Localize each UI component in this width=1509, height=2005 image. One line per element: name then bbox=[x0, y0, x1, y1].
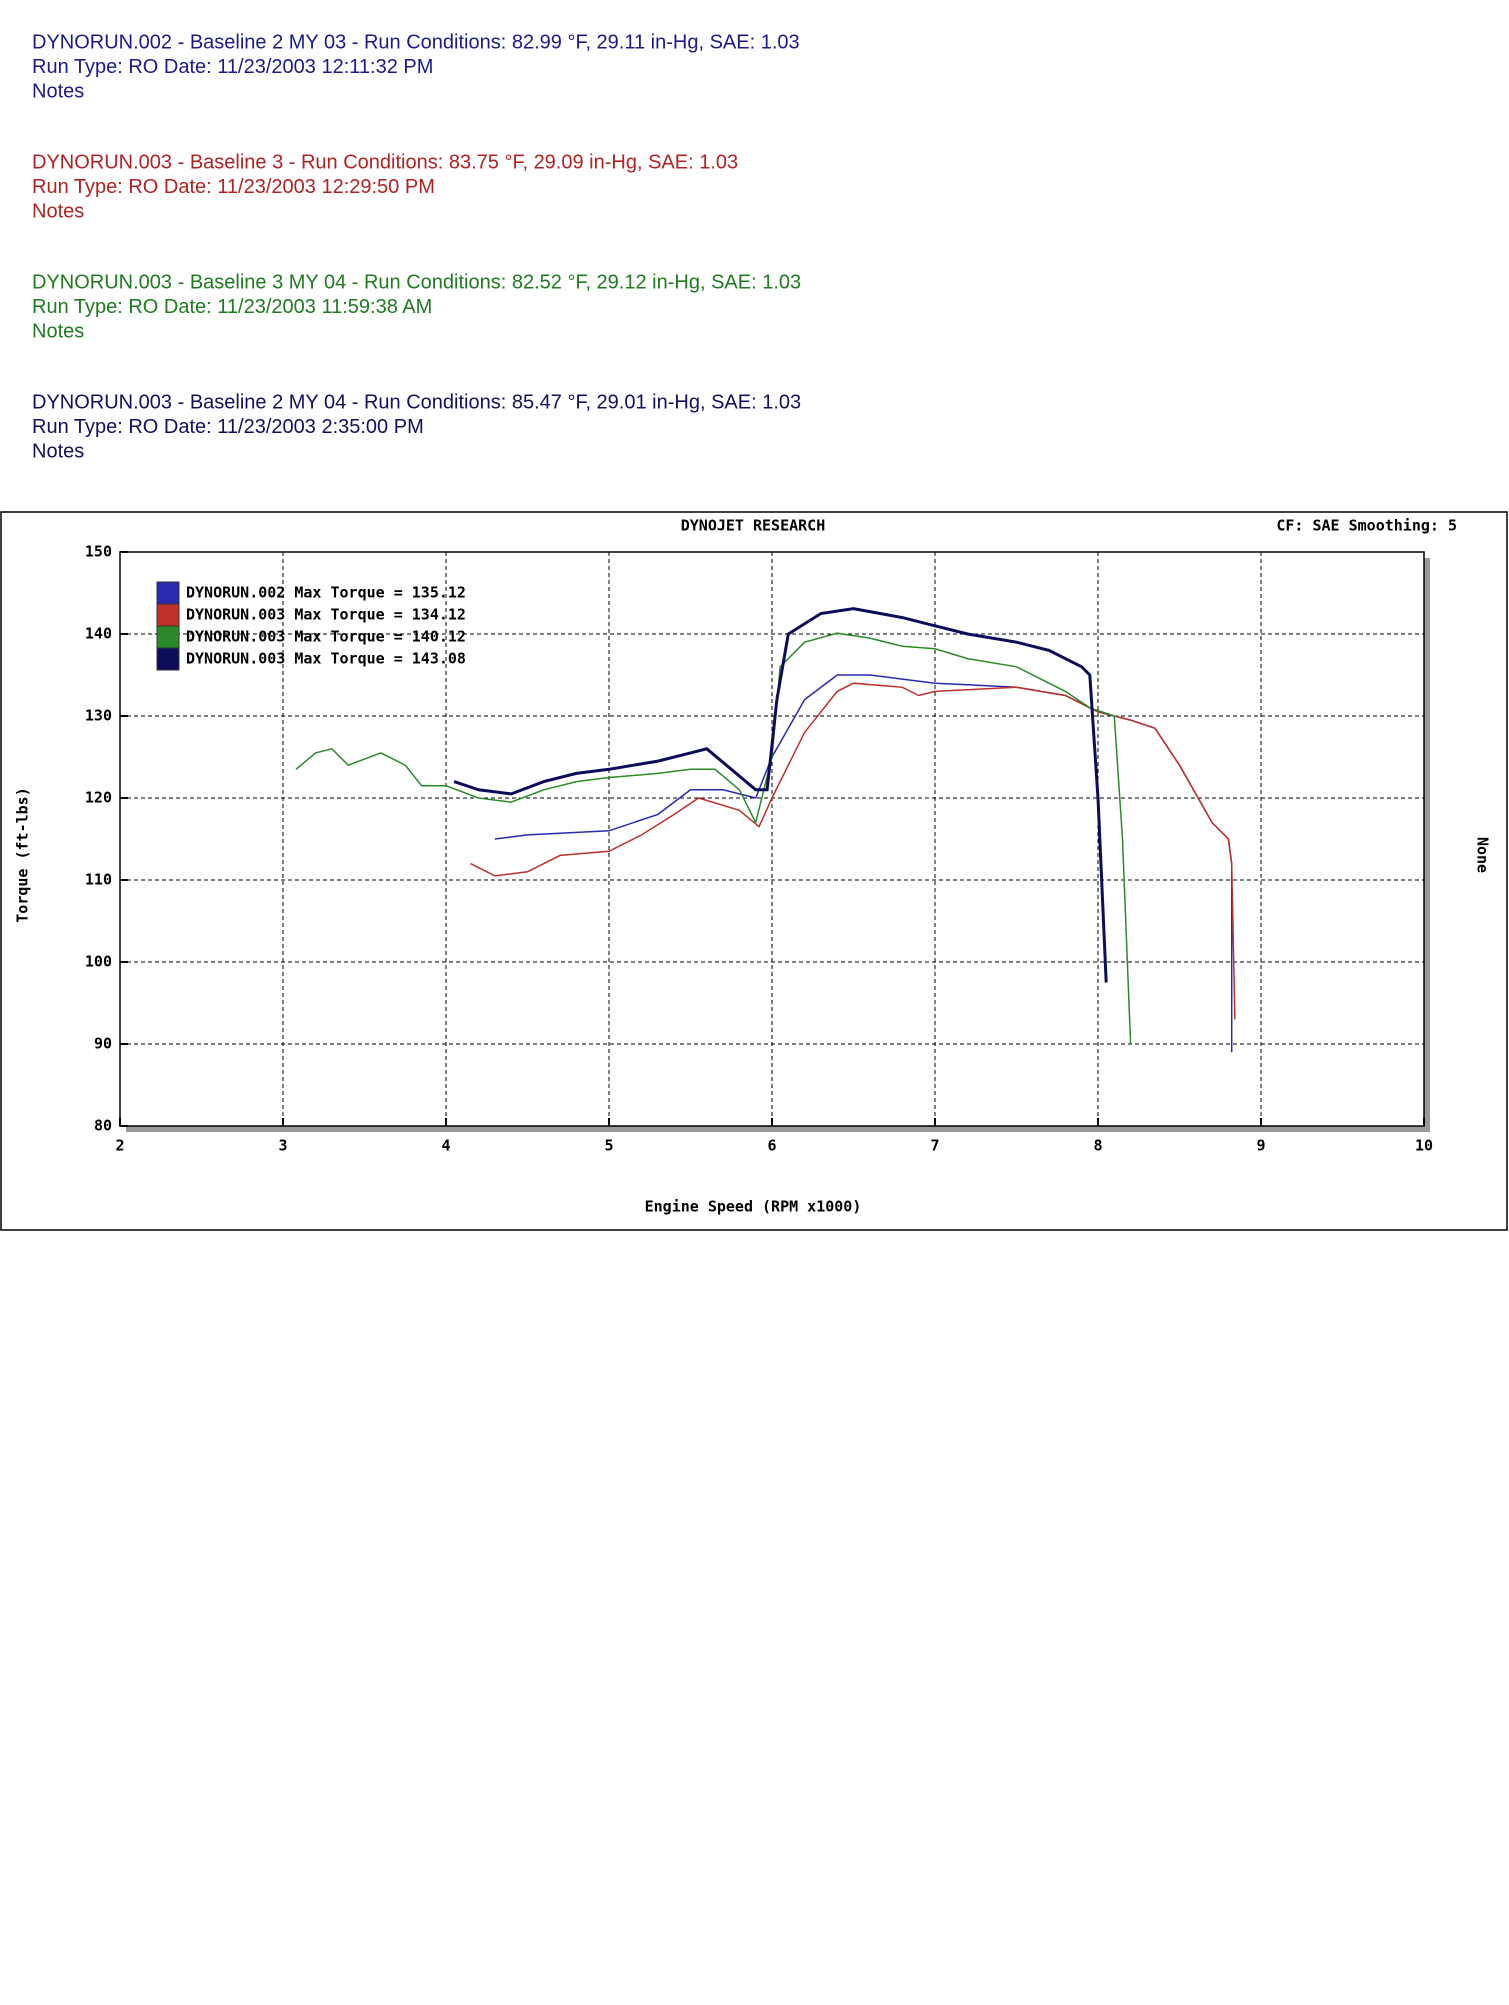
legend-swatch bbox=[156, 625, 180, 649]
legend-label: DYNORUN.003 Max Torque = 140.12 bbox=[186, 628, 466, 646]
x-tick-label: 3 bbox=[278, 1137, 287, 1155]
run-info: DYNORUN.002 - Baseline 2 MY 03 - Run Con… bbox=[32, 31, 800, 53]
run-info: Run Type: RO Date: 11/23/2003 12:29:50 P… bbox=[32, 176, 435, 198]
run-info: DYNORUN.003 - Baseline 2 MY 04 - Run Con… bbox=[32, 391, 801, 413]
run-info: Run Type: RO Date: 11/23/2003 2:35:00 PM bbox=[32, 416, 424, 438]
run-info: DYNORUN.003 - Baseline 3 MY 04 - Run Con… bbox=[32, 271, 801, 293]
y-tick-label: 120 bbox=[85, 789, 112, 807]
run-info: Notes bbox=[32, 200, 84, 222]
run-info: Notes bbox=[32, 320, 84, 342]
legend-label: DYNORUN.002 Max Torque = 135.12 bbox=[186, 584, 466, 602]
y-tick-label: 80 bbox=[94, 1117, 112, 1135]
run-info: Notes bbox=[32, 80, 84, 102]
run-info: DYNORUN.003 - Baseline 3 - Run Condition… bbox=[32, 151, 738, 173]
x-tick-label: 10 bbox=[1415, 1137, 1433, 1155]
x-tick-label: 2 bbox=[115, 1137, 124, 1155]
run-info: Notes bbox=[32, 440, 84, 462]
x-axis-label: Engine Speed (RPM x1000) bbox=[645, 1198, 862, 1216]
y-axis-label: Torque (ft-lbs) bbox=[14, 787, 32, 922]
y-tick-label: 100 bbox=[85, 953, 112, 971]
data-line bbox=[453, 607, 1108, 983]
run-info: Run Type: RO Date: 11/23/2003 11:59:38 A… bbox=[32, 296, 432, 318]
data-line bbox=[295, 632, 1132, 1045]
legend-swatch bbox=[156, 603, 180, 627]
legend-label: DYNORUN.003 Max Torque = 143.08 bbox=[186, 650, 466, 668]
chart-subtitle: CF: SAE Smoothing: 5 bbox=[1276, 517, 1457, 535]
x-tick-label: 5 bbox=[604, 1137, 613, 1155]
x-tick-label: 8 bbox=[1093, 1137, 1102, 1155]
y-tick-label: 150 bbox=[85, 543, 112, 561]
legend-label: DYNORUN.003 Max Torque = 134.12 bbox=[186, 606, 466, 624]
y-tick-label: 110 bbox=[85, 871, 112, 889]
y2-axis-label: None bbox=[1474, 837, 1492, 873]
legend-swatch bbox=[156, 581, 180, 605]
x-tick-label: 6 bbox=[767, 1137, 776, 1155]
legend-swatch bbox=[156, 647, 180, 671]
x-tick-label: 4 bbox=[441, 1137, 450, 1155]
run-info: Run Type: RO Date: 11/23/2003 12:11:32 P… bbox=[32, 56, 433, 78]
y-tick-label: 90 bbox=[94, 1035, 112, 1053]
x-tick-label: 7 bbox=[930, 1137, 939, 1155]
y-tick-label: 130 bbox=[85, 707, 112, 725]
x-tick-label: 9 bbox=[1256, 1137, 1265, 1155]
y-tick-label: 140 bbox=[85, 625, 112, 643]
chart-title: DYNOJET RESEARCH bbox=[681, 517, 826, 535]
data-line bbox=[470, 682, 1236, 1020]
